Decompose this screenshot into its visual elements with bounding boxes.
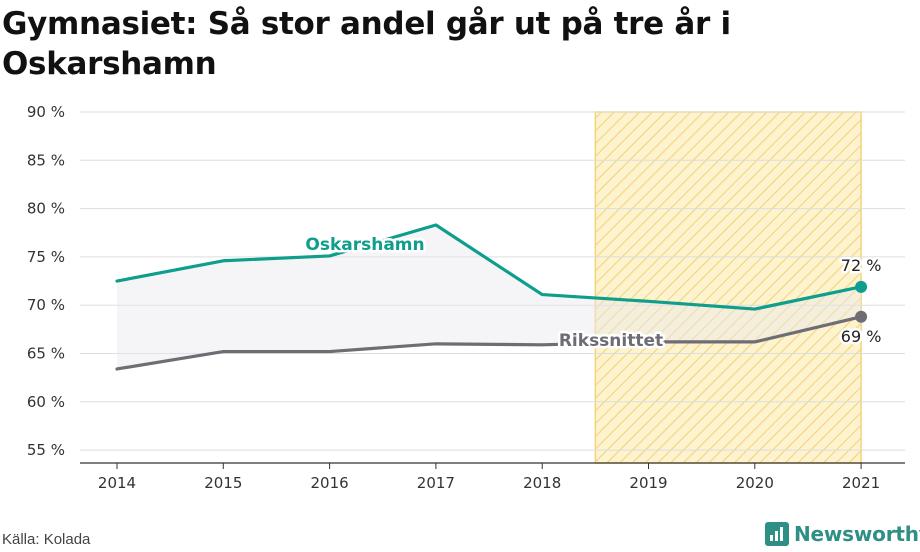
y-tick-label: 85 % bbox=[27, 151, 65, 169]
x-tick-label: 2014 bbox=[98, 474, 136, 492]
chart-title: Gymnasiet: Så stor andel går ut på tre å… bbox=[2, 6, 731, 82]
source-note: Källa: Kolada bbox=[2, 531, 91, 548]
end-point-rikssnittet bbox=[855, 310, 868, 323]
brand-name: Newsworthy bbox=[794, 522, 920, 546]
end-label-oskarshamn: 72 % bbox=[841, 256, 882, 275]
x-tick-label: 2015 bbox=[204, 474, 242, 492]
y-tick-label: 60 % bbox=[27, 393, 65, 411]
end-point-oskarshamn bbox=[855, 280, 868, 293]
y-tick-label: 80 % bbox=[27, 200, 65, 218]
newsworthy-logo-icon bbox=[765, 522, 789, 546]
y-tick-label: 75 % bbox=[27, 248, 65, 266]
x-tick-label: 2018 bbox=[523, 474, 561, 492]
x-tick-label: 2021 bbox=[842, 474, 880, 492]
series-label-oskarshamn: Oskarshamn bbox=[305, 235, 424, 255]
y-tick-label: 90 % bbox=[27, 103, 65, 121]
series-line-oskarshamn bbox=[115, 223, 863, 311]
brand-logo: Newsworthy bbox=[765, 519, 920, 549]
end-label-rikssnittet: 69 % bbox=[841, 327, 882, 346]
x-tick-label: 2019 bbox=[629, 474, 667, 492]
x-tick-label: 2020 bbox=[736, 474, 774, 492]
y-tick-label: 55 % bbox=[27, 441, 65, 459]
y-tick-label: 70 % bbox=[27, 296, 65, 314]
series-gap-area bbox=[117, 225, 862, 369]
highlight-period-hatch bbox=[594, 111, 862, 464]
y-tick-label: 65 % bbox=[27, 345, 65, 363]
x-tick-label: 2017 bbox=[417, 474, 455, 492]
series-label-rikssnittet: Rikssnittet bbox=[559, 331, 663, 351]
x-tick-label: 2016 bbox=[311, 474, 349, 492]
series-line-rikssnittet bbox=[115, 315, 863, 371]
